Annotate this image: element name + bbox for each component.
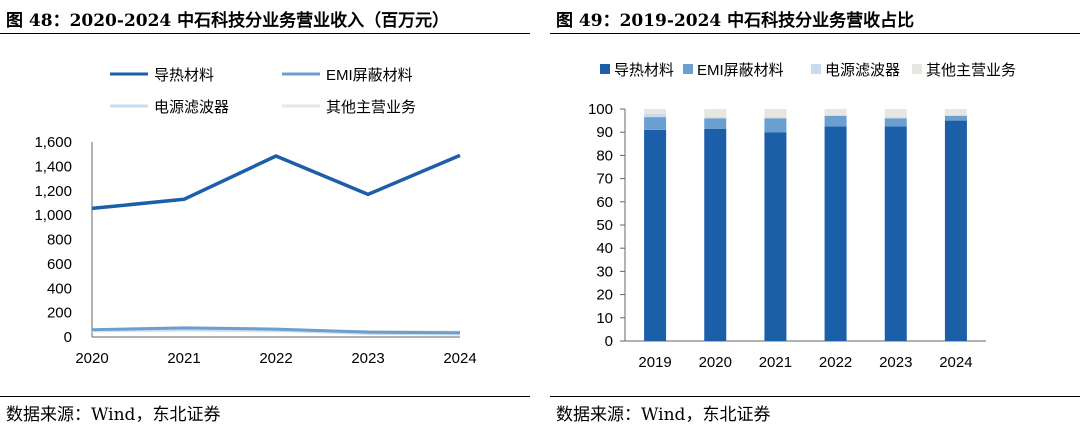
bar-segment [644, 129, 667, 341]
y-tick-label: 10 [596, 310, 613, 327]
y-tick-label: 60 [596, 194, 613, 211]
y-tick-label: 0 [605, 333, 613, 350]
x-tick-label: 2020 [699, 354, 732, 371]
bar-segment [644, 117, 667, 130]
bar-segment [884, 118, 907, 127]
bar-segment [824, 114, 847, 116]
left-chart-panel: 图 48：2020-2024 中石科技分业务营业收入（百万元） 0 200 400 6… [0, 0, 530, 430]
y-tick-label: 600 [47, 256, 72, 273]
y-tick-label: 1,600 [34, 134, 72, 151]
x-tick-label: 2020 [75, 350, 108, 367]
y-tick-label: 0 [64, 329, 72, 346]
x-tick-label: 2024 [939, 354, 972, 371]
legend-swatch [912, 64, 922, 74]
x-tick-label: 2022 [259, 350, 292, 367]
legend-label: 导热材料 [614, 62, 674, 79]
x-tick-label: 2019 [638, 354, 671, 371]
bar-segment [704, 118, 727, 129]
x-tick-label: 2021 [759, 354, 792, 371]
bar-segment [644, 113, 667, 118]
legend-label: 电源滤波器 [825, 62, 900, 79]
legend-label: 其他主营业务 [926, 62, 1016, 79]
bar-segment [944, 109, 967, 115]
bar-segment [944, 120, 967, 341]
right-chart-panel: 图 49：2019-2024 中石科技分业务营收占比 0 10 20 30 40 50 60… [550, 0, 1080, 430]
bar-segment [704, 109, 727, 118]
revenue-line-chart: 0 200 400 600 800 1,000 1,200 1,400 1,600 2020 202… [34, 67, 476, 367]
y-tick-label: 40 [596, 240, 613, 257]
y-tick-label: 20 [596, 287, 613, 304]
legend-swatch [811, 64, 821, 74]
left-chart-title: 图 48：2020-2024 中石科技分业务营业收入（百万元） [6, 11, 450, 31]
y-tick-label: 1,000 [34, 207, 72, 224]
legend-label: 电源滤波器 [154, 99, 229, 116]
series-line [91, 153, 461, 211]
series-line [91, 326, 461, 335]
bar-segment [884, 117, 907, 119]
x-tick-label: 2023 [879, 354, 912, 371]
bar-segment [704, 128, 727, 341]
bar-segment [824, 115, 847, 127]
bar-segment [764, 117, 787, 119]
legend-label: EMI屏蔽材料 [326, 67, 413, 84]
bar-segment [824, 109, 847, 115]
x-tick-label: 2023 [351, 350, 384, 367]
y-tick-label: 80 [596, 147, 613, 164]
legend-label: 导热材料 [154, 67, 214, 84]
revenue-share-bar-chart: 0 10 20 30 40 50 60 70 80 90 100 2019 2020 2021 2022 20… [588, 62, 1016, 371]
right-title-rule [550, 33, 1080, 34]
right-chart-title: 图 49：2019-2024 中石科技分业务营收占比 [556, 11, 915, 31]
bar-segment [764, 132, 787, 341]
left-source-rule [0, 396, 530, 397]
x-tick-label: 2024 [443, 350, 476, 367]
legend-swatch [600, 64, 610, 74]
y-tick-label: 90 [596, 124, 613, 141]
bar-segment [944, 115, 967, 121]
y-tick-label: 100 [588, 101, 613, 118]
y-tick-label: 50 [596, 217, 613, 234]
x-tick-label: 2021 [167, 350, 200, 367]
bar-segment [764, 109, 787, 118]
left-chart-source: 数据来源：Wind，东北证券 [6, 405, 221, 425]
legend-label: 其他主营业务 [326, 99, 416, 116]
bar-segment [884, 126, 907, 342]
bar-segment [884, 109, 907, 118]
y-tick-label: 1,200 [34, 183, 72, 200]
bar-segment [644, 109, 667, 114]
right-source-rule [550, 396, 1080, 397]
x-tick-label: 2022 [819, 354, 852, 371]
right-chart-source: 数据来源：Wind，东北证券 [556, 405, 771, 425]
bar-segment [824, 126, 847, 342]
y-tick-label: 800 [47, 232, 72, 249]
y-tick-label: 1,400 [34, 158, 72, 175]
y-tick-label: 200 [47, 305, 72, 322]
legend-label: EMI屏蔽材料 [697, 62, 784, 79]
left-title-rule [0, 33, 530, 34]
legend-swatch [683, 64, 693, 74]
bar-segment [764, 118, 787, 133]
y-tick-label: 400 [47, 280, 72, 297]
y-tick-label: 70 [596, 171, 613, 188]
bar-segment [944, 114, 967, 116]
bar-segment [704, 117, 727, 119]
y-tick-label: 30 [596, 263, 613, 280]
